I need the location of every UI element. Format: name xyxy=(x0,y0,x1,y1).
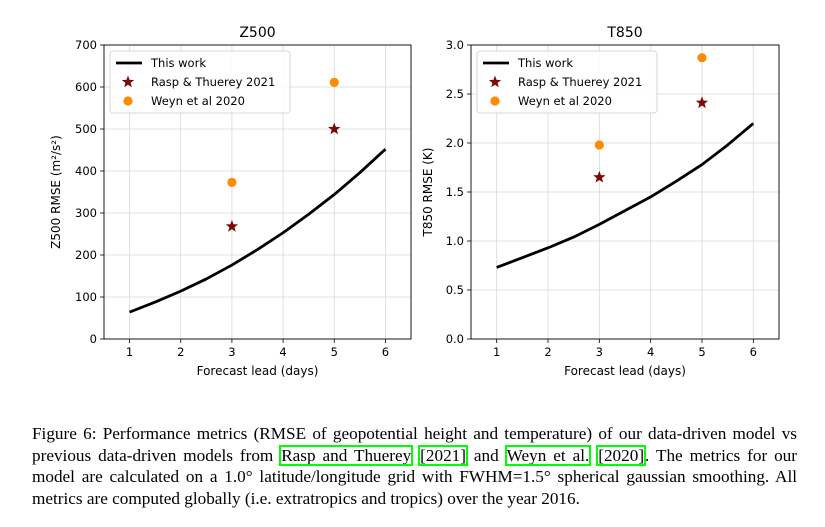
x-tick-label: 5 xyxy=(698,345,705,359)
caption-text-start: Figure 6: Performance metrics (RMSE of g… xyxy=(32,424,797,465)
x-tick-label: 4 xyxy=(279,345,286,359)
t850-series-line-this-work xyxy=(496,122,755,269)
legend-key-marker xyxy=(123,96,133,106)
citation-weyn-year-link[interactable]: [2020] xyxy=(596,444,647,466)
y-tick-label: 600 xyxy=(75,80,97,94)
legend-box xyxy=(476,50,658,114)
figure-caption: Figure 6: Performance metrics (RMSE of g… xyxy=(32,423,797,509)
chart-title: T850 xyxy=(606,25,642,41)
x-axis-label: Forecast lead (days) xyxy=(197,364,319,378)
x-tick-label: 2 xyxy=(544,345,551,359)
y-tick-label: 1.5 xyxy=(446,185,464,199)
x-tick-label: 2 xyxy=(177,345,184,359)
x-tick-label: 6 xyxy=(750,345,757,359)
y-tick-label: 500 xyxy=(75,122,97,136)
z500-chart: 1 2 3 4 5 6 0 100 200 300 400 500 600 700 Z500 Forecast… xyxy=(49,25,412,378)
t850-point-weyn xyxy=(594,140,604,150)
caption-text-and: and xyxy=(466,445,506,465)
y-axis-label: T850 RMSE (K) xyxy=(421,148,435,238)
x-axis-label: Forecast lead (days) xyxy=(564,364,686,378)
t850-point-rasp xyxy=(695,96,709,109)
legend-entry: Rasp & Thuerey 2021 xyxy=(151,75,275,89)
x-tick-label: 3 xyxy=(228,345,235,359)
y-tick-label: 100 xyxy=(75,290,97,304)
y-tick-label: 3.0 xyxy=(446,38,464,52)
x-tick-label: 6 xyxy=(382,345,389,359)
chart-title: Z500 xyxy=(239,25,275,41)
plot-frame xyxy=(470,44,780,340)
y-axis-label: Z500 RMSE (m²/s²) xyxy=(49,135,63,249)
z500-point-rasp xyxy=(328,122,341,135)
legend-key-marker xyxy=(490,96,500,106)
x-tick-label: 4 xyxy=(647,345,654,359)
y-tick-label: 0.0 xyxy=(446,332,464,346)
y-tick-label: 2.0 xyxy=(446,136,464,150)
t850-chart: 1 2 3 4 5 6 0.0 0.5 1.0 1.5 2.0 2.5 3.0 T850 Forecast … xyxy=(421,25,780,378)
citation-weyn-name-link[interactable]: Weyn et al. xyxy=(504,444,592,466)
legend-entry: Weyn et al 2020 xyxy=(151,94,245,108)
y-tick-label: 1.0 xyxy=(446,234,464,248)
figure-charts: 1 2 3 4 5 6 0 100 200 300 400 500 600 700 Z500 Forecast… xyxy=(49,25,780,378)
legend-entry: This work xyxy=(150,56,206,70)
t850-point-weyn xyxy=(697,53,707,63)
y-tick-label: 200 xyxy=(75,248,97,262)
y-tick-label: 2.5 xyxy=(446,87,464,101)
x-tick-label: 1 xyxy=(126,345,133,359)
legend-entry: Weyn et al 2020 xyxy=(518,94,612,108)
citation-rasp-year-link[interactable]: [2021] xyxy=(418,444,468,466)
x-tick-label: 5 xyxy=(331,345,338,359)
citation-rasp-name-link[interactable]: Rasp and Thuerey xyxy=(279,444,414,466)
y-tick-label: 300 xyxy=(75,206,97,220)
legend-key-marker xyxy=(121,75,135,88)
x-tick-label: 1 xyxy=(493,345,500,359)
z500-point-rasp xyxy=(225,219,239,232)
y-tick-label: 400 xyxy=(75,164,97,178)
y-tick-label: 700 xyxy=(75,38,97,52)
z500-series-line-this-work xyxy=(129,148,387,314)
legend-key-marker xyxy=(488,75,502,88)
x-tick-label: 3 xyxy=(596,345,603,359)
figure: 1 2 3 4 5 6 0 100 200 300 400 500 600 700 Z500 Forecast… xyxy=(49,25,780,378)
legend-box xyxy=(109,50,291,114)
caption-text-end: . The metrics for our model are calculat… xyxy=(32,445,797,508)
y-tick-label: 0 xyxy=(90,332,97,346)
legend-entry: Rasp & Thuerey 2021 xyxy=(518,75,642,89)
legend-entry: This work xyxy=(517,56,573,70)
plot-frame xyxy=(103,44,412,340)
t850-point-rasp xyxy=(593,170,606,183)
z500-point-weyn xyxy=(227,177,237,187)
y-tick-label: 0.5 xyxy=(446,283,464,297)
z500-point-weyn xyxy=(329,77,339,87)
